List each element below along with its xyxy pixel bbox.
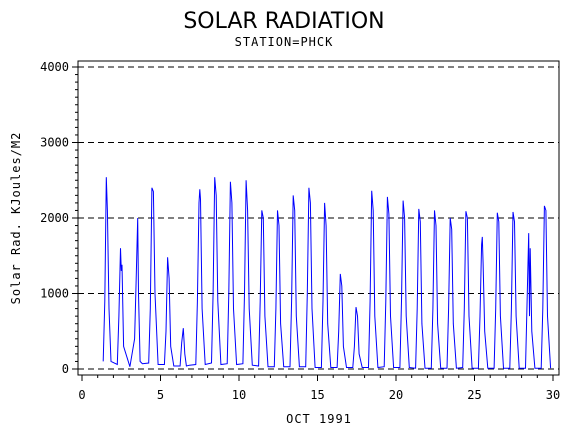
x-tick-label-10: 10	[232, 388, 246, 402]
x-tick-label-25: 25	[467, 388, 481, 402]
y-tick-label-1000: 1000	[40, 287, 69, 301]
x-tick-label-0: 0	[78, 388, 85, 402]
chart-title: SOLAR RADIATION	[183, 9, 384, 34]
y-tick-label-2000: 2000	[40, 211, 69, 225]
x-tick-label-20: 20	[389, 388, 403, 402]
x-axis-label: OCT 1991	[286, 412, 352, 426]
y-tick-label-3000: 3000	[40, 136, 69, 150]
x-axis-ticks: 0 5 10 15 20 25 30	[78, 375, 560, 402]
y-tick-label-4000: 4000	[40, 60, 69, 74]
series-line-0	[102, 177, 552, 369]
series-layer	[102, 177, 552, 369]
y-axis-label: Solar Rad. KJoules/M2	[9, 132, 23, 305]
x-tick-label-15: 15	[310, 388, 324, 402]
y-tick-label-0: 0	[62, 362, 69, 376]
y-axis-ticks: 0 1000 2000 3000 4000	[40, 60, 78, 376]
chart-subtitle: STATION=PHCK	[235, 35, 334, 49]
x-tick-label-5: 5	[157, 388, 164, 402]
gridlines	[78, 66, 559, 370]
x-tick-label-30: 30	[546, 388, 560, 402]
